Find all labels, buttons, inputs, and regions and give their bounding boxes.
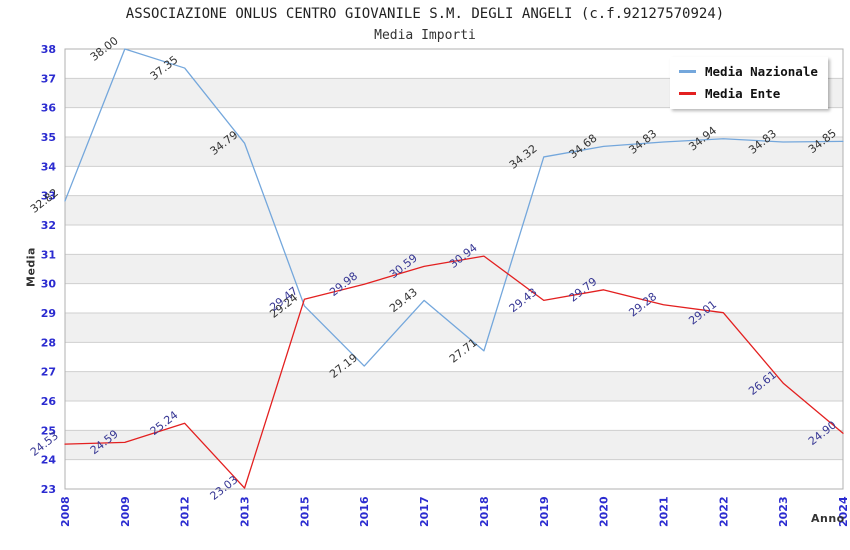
x-tick-label: 2022 (717, 496, 730, 527)
y-tick-label: 28 (41, 336, 56, 349)
y-tick-label: 35 (41, 131, 56, 144)
plot-band (65, 430, 843, 460)
y-tick-label: 32 (41, 219, 56, 232)
y-tick-label: 37 (41, 72, 56, 85)
x-tick-label: 2008 (59, 496, 72, 527)
x-axis-title: Anno (811, 512, 845, 525)
plot-border (64, 48, 844, 490)
y-tick-label: 23 (41, 483, 56, 496)
x-tick-label: 2015 (298, 496, 311, 527)
chart-title: ASSOCIAZIONE ONLUS CENTRO GIOVANILE S.M.… (125, 6, 725, 22)
data-label: 29.43 (507, 286, 540, 316)
y-tick-label: 31 (41, 248, 56, 261)
x-tick-label: 2019 (538, 496, 551, 527)
legend: Media Nazionale Media Ente (670, 57, 828, 109)
plot-band (65, 313, 843, 343)
y-tick-label: 38 (41, 43, 56, 56)
legend-label-media-ente: Media Ente (705, 86, 781, 101)
x-tick-label: 2013 (239, 496, 252, 527)
plot-band (65, 371, 843, 401)
legend-label-media-nazionale: Media Nazionale (705, 64, 818, 79)
plot-band (65, 254, 843, 284)
y-tick-label: 26 (41, 395, 57, 408)
y-tick-label: 36 (41, 102, 57, 115)
x-tick-label: 2020 (598, 496, 611, 527)
y-tick-label: 33 (41, 190, 56, 203)
plot-band (65, 195, 843, 225)
y-tick-label: 25 (41, 424, 56, 437)
media-ente-line-swatch (679, 92, 696, 95)
x-tick-label: 2016 (358, 496, 371, 527)
series-line-media-nazionale (64, 48, 844, 367)
y-tick-label: 34 (41, 160, 57, 173)
x-tick-label: 2009 (119, 496, 132, 527)
series-line-media-ente (64, 255, 844, 489)
x-tick-label: 2023 (777, 496, 790, 527)
plot-band (65, 137, 843, 167)
legend-item-media-nazionale: Media Nazionale (679, 64, 818, 79)
y-tick-label: 27 (41, 366, 56, 379)
y-tick-label: 29 (41, 307, 56, 320)
legend-item-media-ente: Media Ente (679, 86, 818, 101)
y-axis-title: Media (24, 247, 38, 287)
y-tick-label: 24 (41, 454, 57, 467)
x-tick-label: 2017 (418, 496, 431, 527)
x-tick-label: 2012 (179, 496, 192, 527)
x-tick-label: 2021 (657, 496, 670, 527)
chart-subtitle: Media Importi (374, 28, 476, 43)
x-tick-label: 2024 (837, 496, 850, 527)
media-nazionale-line-swatch (679, 70, 696, 73)
data-label: 23.03 (208, 473, 241, 503)
y-tick-label: 30 (41, 278, 57, 291)
x-tick-label: 2018 (478, 496, 491, 527)
